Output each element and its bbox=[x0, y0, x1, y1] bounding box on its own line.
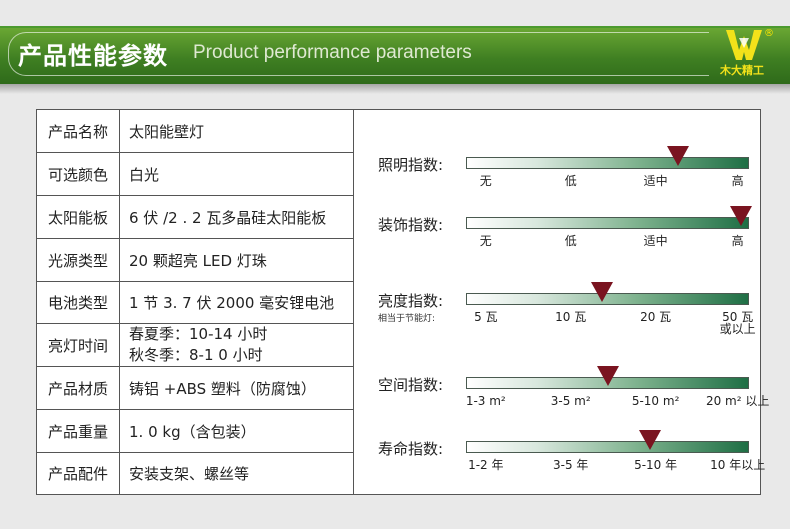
rating-marker bbox=[638, 430, 661, 450]
rating-label: 装饰指数: bbox=[378, 216, 444, 234]
spec-value-line: 春夏季：10-14 小时 bbox=[129, 325, 268, 343]
rating-tick-label: 适中 bbox=[643, 234, 668, 248]
rating-tick-label: 5 瓦 bbox=[474, 310, 498, 324]
rating-tick-label: 5-10 m² bbox=[631, 394, 680, 408]
spec-row-material: 产品材质 铸铝 +ABS 塑料（防腐蚀） bbox=[37, 367, 353, 410]
rating-label: 亮度指数: bbox=[378, 292, 444, 310]
spec-value: 太阳能壁灯 bbox=[129, 122, 205, 141]
brand-logo: ® 木大精工 bbox=[712, 26, 790, 82]
page-subtitle: Product performance parameters bbox=[193, 42, 472, 63]
rating-tick-label: 1-3 m² bbox=[465, 394, 506, 408]
spec-value: 白光 bbox=[129, 165, 160, 184]
spec-table: 产品名称 太阳能壁灯 可选颜色 白光 太阳能板 6 伏 /2 . 2 瓦多晶硅太… bbox=[36, 109, 769, 495]
spec-row-color: 可选颜色 白光 bbox=[37, 153, 353, 196]
rating-marker bbox=[590, 282, 613, 302]
spec-label: 产品配件 bbox=[37, 453, 120, 494]
spec-label: 亮灯时间 bbox=[37, 324, 120, 366]
rating-label: 空间指数: bbox=[378, 376, 444, 394]
rating-tick-label: 3-5 年 bbox=[552, 458, 589, 472]
spec-row-weight: 产品重量 1. 0 kg（含包装） bbox=[37, 410, 353, 453]
spec-label: 可选颜色 bbox=[37, 153, 120, 195]
rating-marker bbox=[596, 366, 619, 386]
rating-tick-label: 适中 bbox=[643, 174, 668, 188]
banner-background bbox=[0, 26, 790, 84]
spec-row-light-source: 光源类型 20 颗超亮 LED 灯珠 bbox=[37, 239, 353, 282]
rating-4: 寿命指数: 1-2 年 3-5 年 5-10 年 10 年以上 bbox=[354, 422, 765, 482]
header-banner: 产品性能参数 Product performance parameters ® … bbox=[0, 0, 790, 100]
rating-prefix: 相当于节能灯: bbox=[378, 314, 436, 324]
rating-bar bbox=[466, 441, 749, 453]
rating-tick-label: 20 瓦 bbox=[640, 310, 672, 324]
spec-label: 产品材质 bbox=[37, 367, 120, 409]
spec-label: 产品名称 bbox=[37, 110, 120, 152]
spec-row-panel: 太阳能板 6 伏 /2 . 2 瓦多晶硅太阳能板 bbox=[37, 196, 353, 239]
spec-row-battery: 电池类型 1 节 3. 7 伏 2000 毫安锂电池 bbox=[37, 282, 353, 324]
rating-tick-label: 50 瓦或以上 bbox=[719, 310, 756, 336]
rating-tick-label: 20 m² 以上 bbox=[705, 394, 770, 408]
spec-row-runtime: 亮灯时间 春夏季：10-14 小时 秋冬季：8-1 0 小时 bbox=[37, 324, 353, 367]
rating-bar bbox=[466, 157, 749, 169]
rating-tick-label: 10 年以上 bbox=[710, 458, 766, 472]
spec-label: 产品重量 bbox=[37, 410, 120, 452]
rating-1: 装饰指数: 无 低 适中 高 bbox=[354, 198, 760, 258]
rating-tick-label: 低 bbox=[564, 234, 577, 248]
spec-row-name: 产品名称 太阳能壁灯 bbox=[37, 110, 353, 153]
rating-tick-label: 无 bbox=[479, 234, 492, 248]
rating-marker bbox=[729, 206, 752, 226]
rating-3: 空间指数: 1-3 m² 3-5 m² 5-10 m² 20 m² 以上 bbox=[354, 358, 769, 418]
rating-tick-label: 高 bbox=[731, 174, 744, 188]
logo-w-icon bbox=[726, 30, 762, 60]
rating-tick-label: 5-10 年 bbox=[634, 458, 678, 472]
rating-tick-label: 无 bbox=[479, 174, 492, 188]
registered-mark: ® bbox=[764, 28, 774, 39]
spec-value: 6 伏 /2 . 2 瓦多晶硅太阳能板 bbox=[129, 208, 327, 227]
spec-value: 1. 0 kg（含包装） bbox=[129, 422, 256, 441]
rating-tick-label: 低 bbox=[564, 174, 577, 188]
rating-marker bbox=[667, 146, 690, 166]
spec-label: 太阳能板 bbox=[37, 196, 120, 238]
spec-label: 光源类型 bbox=[37, 239, 120, 281]
spec-value: 20 颗超亮 LED 灯珠 bbox=[129, 251, 267, 270]
rating-tick-label: 3-5 m² bbox=[550, 394, 591, 408]
rating-bar bbox=[466, 217, 749, 229]
rating-tick-label: 10 瓦 bbox=[555, 310, 587, 324]
rating-0: 照明指数: 无 低 适中 高 bbox=[354, 138, 760, 198]
table-divider bbox=[353, 110, 354, 494]
spec-value: 春夏季：10-14 小时 秋冬季：8-1 0 小时 bbox=[129, 324, 349, 366]
spec-value-line: 秋冬季：8-1 0 小时 bbox=[129, 346, 263, 364]
rating-label: 寿命指数: bbox=[378, 440, 444, 458]
spec-value: 铸铝 +ABS 塑料（防腐蚀） bbox=[129, 379, 316, 398]
rating-tick-label: 高 bbox=[731, 234, 744, 248]
rating-label: 照明指数: bbox=[378, 156, 444, 174]
spec-value: 安装支架、螺丝等 bbox=[129, 465, 250, 483]
spec-row-accessories: 产品配件 安装支架、螺丝等 bbox=[37, 453, 353, 494]
spec-value: 1 节 3. 7 伏 2000 毫安锂电池 bbox=[129, 294, 335, 312]
rating-tick-label: 1-2 年 bbox=[468, 458, 504, 472]
logo-text: 木大精工 bbox=[720, 64, 764, 77]
page-title: 产品性能参数 bbox=[18, 42, 168, 70]
spec-label: 电池类型 bbox=[37, 282, 120, 323]
rating-2: 亮度指数: 相当于节能灯: 5 瓦 10 瓦 20 瓦 50 瓦或以上 bbox=[354, 274, 760, 335]
banner-inner-border bbox=[8, 32, 709, 76]
